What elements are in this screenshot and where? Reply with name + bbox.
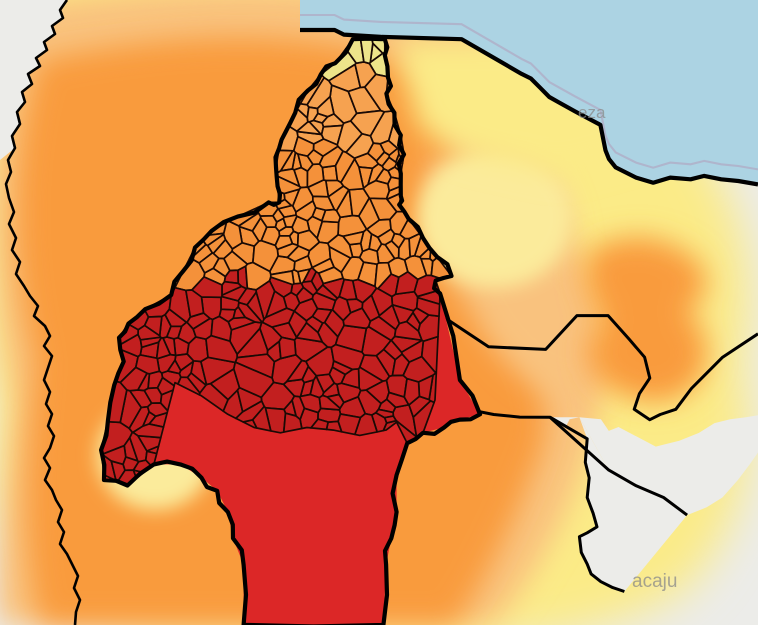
svg-text:acaju: acaju [632, 571, 677, 592]
svg-text:eza: eza [578, 103, 606, 122]
